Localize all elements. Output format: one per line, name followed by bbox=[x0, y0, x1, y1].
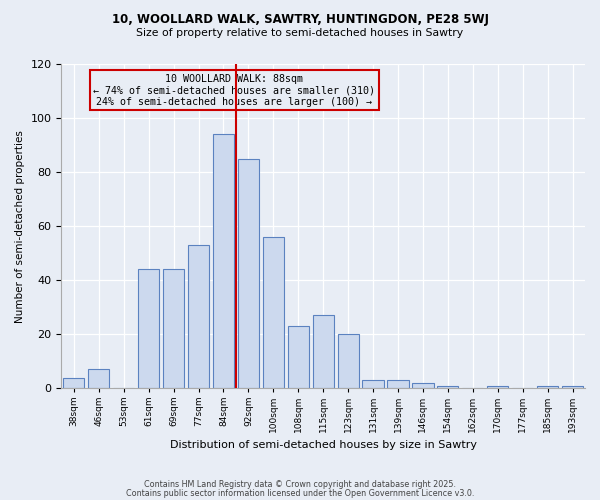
Bar bbox=[313, 316, 334, 388]
Text: Size of property relative to semi-detached houses in Sawtry: Size of property relative to semi-detach… bbox=[136, 28, 464, 38]
Bar bbox=[63, 378, 85, 388]
Text: Contains HM Land Registry data © Crown copyright and database right 2025.: Contains HM Land Registry data © Crown c… bbox=[144, 480, 456, 489]
Bar bbox=[412, 383, 434, 388]
Bar bbox=[263, 237, 284, 388]
Bar bbox=[238, 158, 259, 388]
Bar bbox=[537, 386, 558, 388]
Bar bbox=[88, 370, 109, 388]
Y-axis label: Number of semi-detached properties: Number of semi-detached properties bbox=[15, 130, 25, 322]
Text: Contains public sector information licensed under the Open Government Licence v3: Contains public sector information licen… bbox=[126, 489, 474, 498]
X-axis label: Distribution of semi-detached houses by size in Sawtry: Distribution of semi-detached houses by … bbox=[170, 440, 477, 450]
Bar bbox=[388, 380, 409, 388]
Bar bbox=[338, 334, 359, 388]
Bar bbox=[362, 380, 383, 388]
Text: 10, WOOLLARD WALK, SAWTRY, HUNTINGDON, PE28 5WJ: 10, WOOLLARD WALK, SAWTRY, HUNTINGDON, P… bbox=[112, 12, 488, 26]
Bar bbox=[437, 386, 458, 388]
Bar bbox=[188, 245, 209, 388]
Bar bbox=[562, 386, 583, 388]
Bar bbox=[138, 270, 159, 388]
Bar bbox=[287, 326, 309, 388]
Text: 10 WOOLLARD WALK: 88sqm
← 74% of semi-detached houses are smaller (310)
24% of s: 10 WOOLLARD WALK: 88sqm ← 74% of semi-de… bbox=[93, 74, 375, 107]
Bar bbox=[163, 270, 184, 388]
Bar bbox=[487, 386, 508, 388]
Bar bbox=[213, 134, 234, 388]
